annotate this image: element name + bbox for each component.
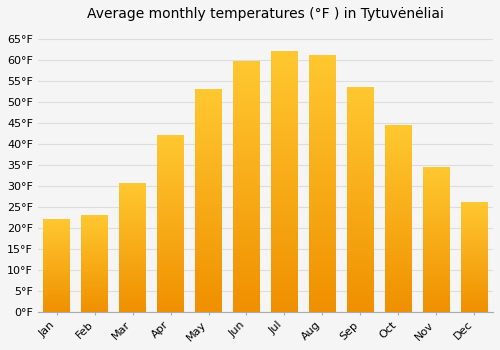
- Title: Average monthly temperatures (°F ) in Tytuvėnėliai: Average monthly temperatures (°F ) in Ty…: [87, 7, 444, 21]
